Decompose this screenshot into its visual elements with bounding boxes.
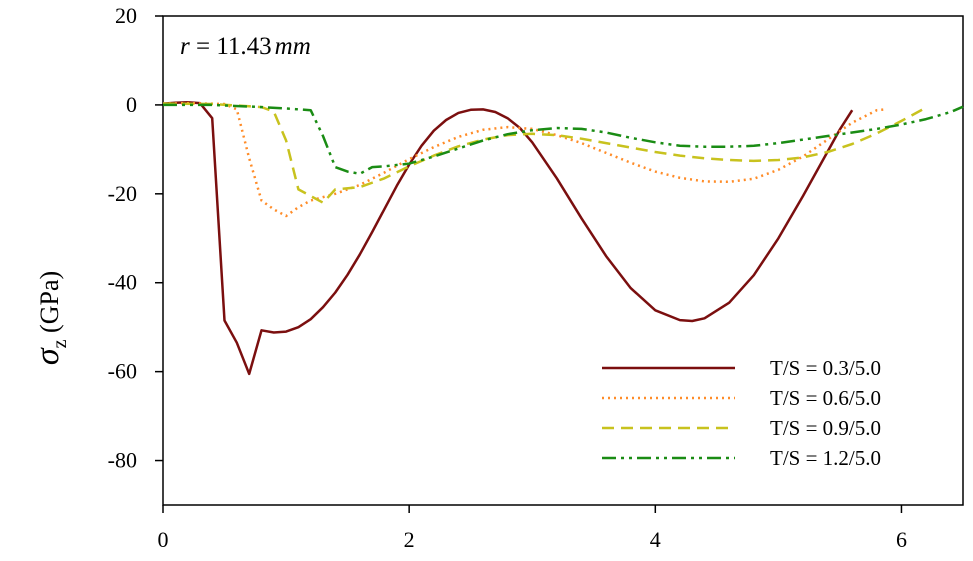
x-tick-label: 6 bbox=[896, 527, 907, 552]
radius-annotation: r = 11.43 mm bbox=[180, 33, 311, 60]
y-tick-label: -20 bbox=[108, 181, 137, 206]
y-axis-symbol: σ bbox=[29, 347, 66, 365]
y-axis-unit: (GPa) bbox=[35, 271, 64, 340]
y-tick-label: 20 bbox=[115, 3, 137, 28]
legend-label-3: T/S = 0.9/5.0 bbox=[770, 416, 881, 440]
legend-label-2: T/S = 0.6/5.0 bbox=[770, 386, 881, 410]
series-line-3 bbox=[162, 102, 927, 204]
y-tick-label: -60 bbox=[108, 359, 137, 384]
annotation-variable: r bbox=[180, 33, 190, 60]
y-tick-label: -40 bbox=[108, 270, 137, 295]
plot-border bbox=[162, 15, 964, 506]
legend-label-1: T/S = 0.3/5.0 bbox=[770, 356, 881, 380]
legend: T/S = 0.3/5.0 T/S = 0.6/5.0 T/S = 0.9/5.0 T… bbox=[602, 356, 881, 470]
series-group bbox=[162, 100, 964, 376]
x-tick-label: 0 bbox=[158, 527, 169, 552]
annotation-unit: mm bbox=[275, 33, 311, 60]
series-line-1 bbox=[162, 100, 854, 376]
series-line-4 bbox=[163, 103, 964, 176]
y-tick-label: -80 bbox=[108, 448, 137, 473]
y-axis-subscript: z bbox=[49, 339, 71, 348]
annotation-value: = 11.43 bbox=[190, 33, 272, 60]
series-line-2 bbox=[162, 101, 886, 218]
plot-frame: 20 0 -20 -40 -60 -80 0 2 4 6 bbox=[108, 3, 964, 552]
x-tick-label: 2 bbox=[404, 527, 415, 552]
y-axis-label: σz (GPa) bbox=[29, 271, 71, 365]
y-tick-label: 0 bbox=[126, 92, 137, 117]
x-tick-label: 4 bbox=[650, 527, 661, 552]
legend-label-4: T/S = 1.2/5.0 bbox=[770, 446, 881, 470]
